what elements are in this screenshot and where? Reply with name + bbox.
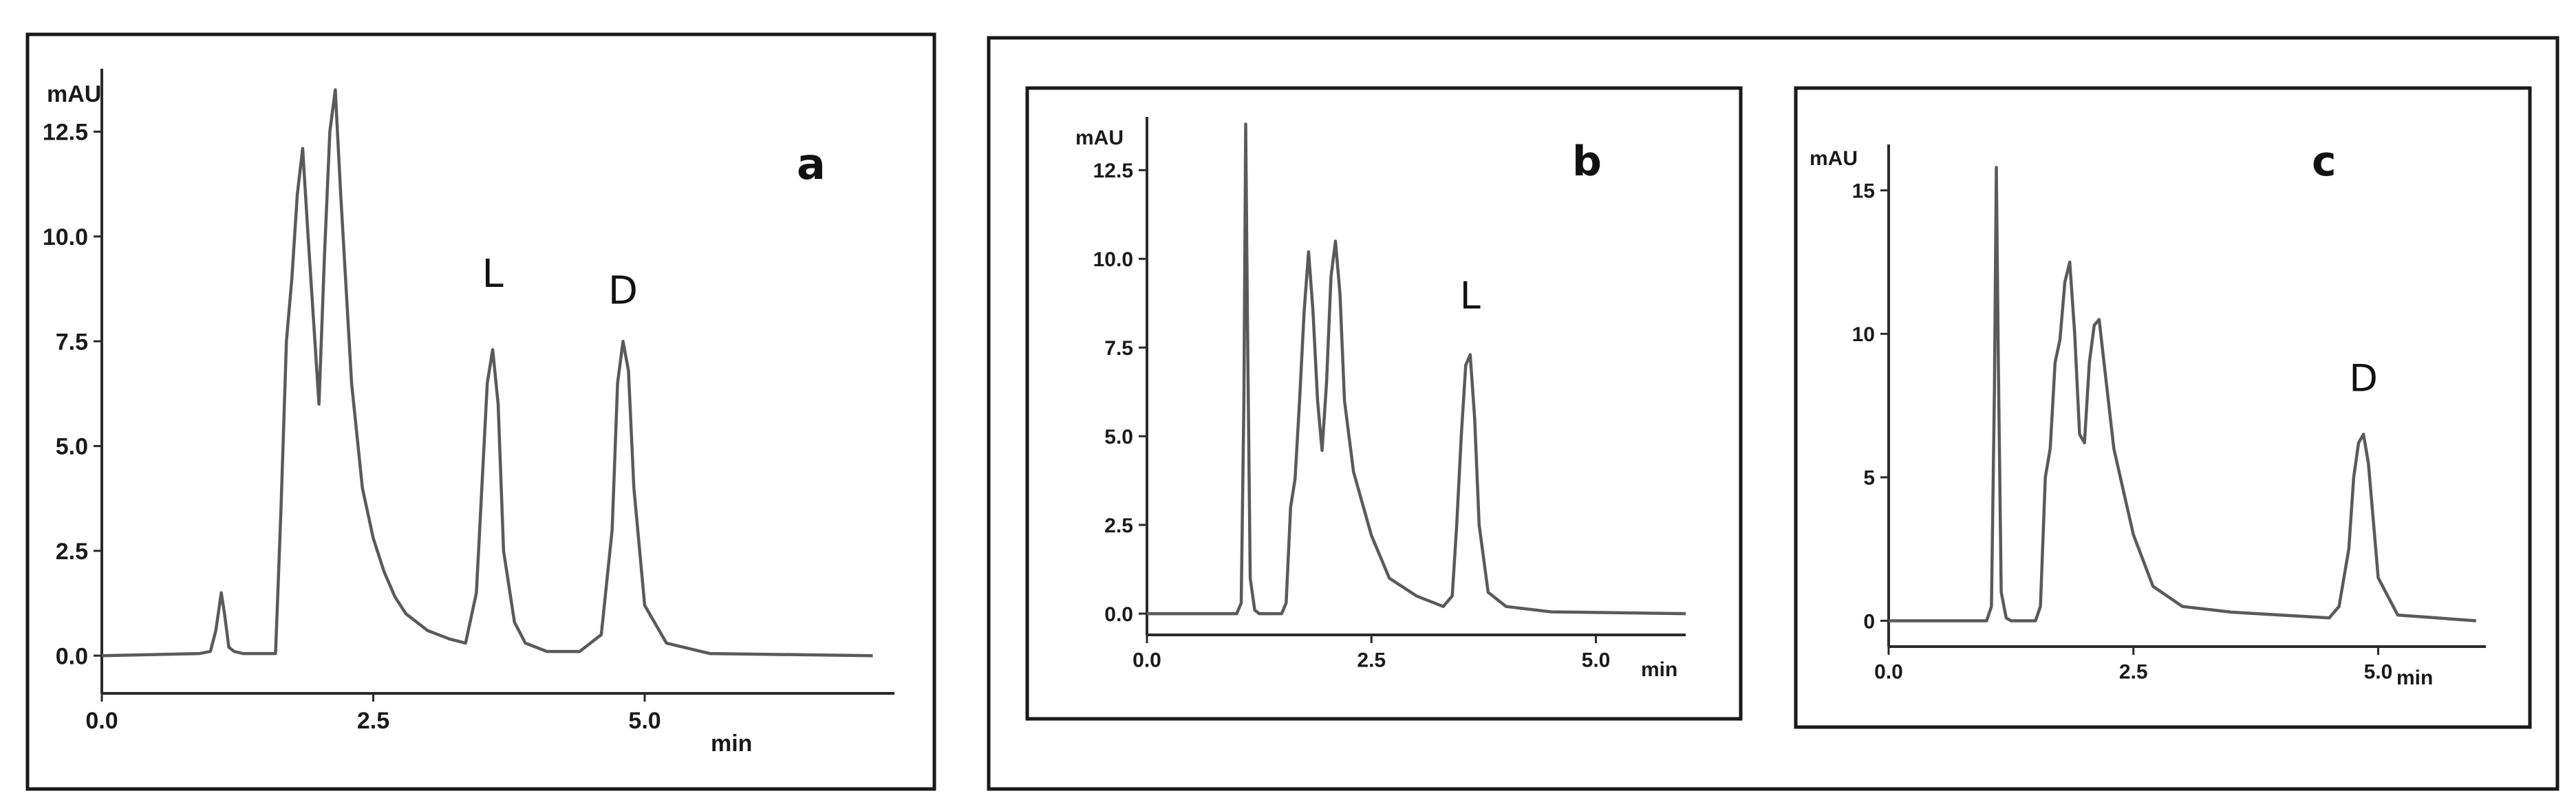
panel-a-xtick-label: 2.5 <box>357 708 389 734</box>
panel-a-peak-label-l: L <box>482 252 504 296</box>
panel-b-ytick-label: 10.0 <box>1093 248 1133 271</box>
panel-c-peak-label-d: D <box>2349 357 2378 400</box>
panel-a-ytick-label: 2.5 <box>56 539 88 565</box>
panel-a-ytick-label: 12.5 <box>43 120 88 146</box>
panel-c: mAU min c 0 5 10 15 0.0 2.5 5.0 D <box>1810 138 2486 689</box>
panel-b-xtick-label: 2.5 <box>1357 649 1386 672</box>
panel-a-y-unit: mAU <box>47 81 101 107</box>
panel-c-y-unit: mAU <box>1810 147 1858 170</box>
panel-b-y-unit: mAU <box>1075 127 1124 149</box>
panel-b-letter: b <box>1572 138 1602 186</box>
panel-b: mAU min b 0.0 2.5 5.0 7.5 10.0 12.5 0.0 2.5 5.0 L <box>1075 117 1686 681</box>
panel-a-xtick-label: 0.0 <box>85 708 118 734</box>
panel-a-x-unit: min <box>711 731 752 757</box>
panel-a-ytick-label: 10.0 <box>43 224 88 250</box>
panel-b-frame <box>1025 86 1743 721</box>
panel-c-x-unit: min <box>2396 667 2433 689</box>
panel-a-ytick-label: 5.0 <box>56 434 88 460</box>
panel-a-ytick-label: 7.5 <box>56 329 88 355</box>
panel-c-frame <box>1794 86 2532 729</box>
panel-a-letter: a <box>797 139 826 189</box>
panel-a-frame <box>25 32 936 791</box>
panel-b-ytick-label: 2.5 <box>1104 515 1133 537</box>
panel-b-ytick-label: 7.5 <box>1104 337 1133 360</box>
panel-b-ytick-label: 12.5 <box>1093 160 1133 182</box>
panel-b-xtick-label: 0.0 <box>1133 649 1161 672</box>
panel-a-ytick-label: 0.0 <box>56 643 88 669</box>
panel-c-letter: c <box>2312 138 2337 186</box>
panel-a-xtick-label: 5.0 <box>628 708 661 734</box>
panel-a-trace <box>101 88 873 658</box>
panel-b-x-unit: min <box>1641 658 1677 681</box>
outer-bc-frame <box>987 36 2559 791</box>
panel-c-xtick-label: 0.0 <box>1874 661 1903 684</box>
panel-b-ytick-label: 5.0 <box>1104 426 1133 448</box>
panel-c-ytick-label: 15 <box>1852 180 1875 203</box>
panel-c-ytick-label: 0 <box>1863 610 1875 633</box>
panel-c-xtick-label: 2.5 <box>2119 661 2148 684</box>
panel-c-trace <box>1889 166 2476 623</box>
panel-c-ytick-label: 10 <box>1852 323 1875 346</box>
panel-a: mAU min a 0.0 2.5 5.0 7.5 10.0 12.5 0.0 2.5 5.0 L… <box>43 69 894 757</box>
panel-b-ytick-label: 0.0 <box>1104 603 1133 626</box>
panel-b-peak-label-l: L <box>1460 274 1481 318</box>
panel-c-xtick-label: 5.0 <box>2364 661 2393 684</box>
panel-b-trace <box>1147 122 1686 616</box>
panel-b-xtick-label: 5.0 <box>1582 649 1611 672</box>
panel-a-peak-label-d: D <box>608 268 638 313</box>
panel-c-ytick-label: 5 <box>1863 467 1875 490</box>
